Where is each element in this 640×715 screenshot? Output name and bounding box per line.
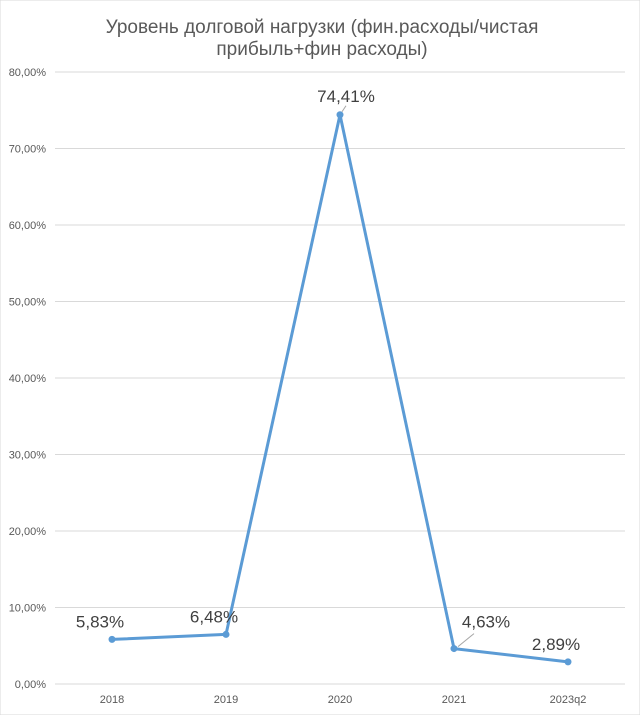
- y-axis-ticks: 0,00% 10,00% 20,00% 30,00% 40,00% 50,00% 60,00…: [9, 67, 47, 691]
- x-axis-ticks: 2018 2019 2020 2021 2023q2: [100, 694, 587, 706]
- y-tick-label: 50,00%: [9, 297, 47, 309]
- x-tick-label: 2023q2: [550, 694, 587, 706]
- series-layer: [108, 111, 572, 666]
- gridlines: [55, 71, 625, 685]
- data-point: [564, 658, 572, 666]
- data-point: [108, 635, 116, 643]
- y-tick-label: 70,00%: [9, 144, 47, 156]
- data-label-leader: [341, 105, 347, 113]
- data-label: 2,89%: [532, 635, 580, 654]
- y-tick-label: 40,00%: [9, 373, 47, 385]
- x-tick-label: 2021: [442, 694, 466, 706]
- data-label: 6,48%: [190, 607, 238, 626]
- chart-title-line-1: Уровень долговой нагрузки (фин.расходы/ч…: [106, 17, 539, 38]
- y-tick-label: 30,00%: [9, 450, 47, 462]
- data-label: 4,63%: [462, 613, 510, 632]
- x-tick-label: 2018: [100, 694, 124, 706]
- data-point: [450, 645, 458, 653]
- data-point: [336, 111, 344, 119]
- x-tick-label: 2019: [214, 694, 238, 706]
- data-label: 74,41%: [317, 87, 375, 106]
- x-tick-label: 2020: [328, 694, 352, 706]
- data-point: [222, 630, 230, 638]
- chart-title-line-2: прибыль+фин расходы): [216, 39, 427, 60]
- y-tick-label: 20,00%: [9, 526, 47, 538]
- data-labels: 5,83% 6,48% 74,41% 4,63% 2,89%: [76, 87, 580, 654]
- y-tick-label: 60,00%: [9, 220, 47, 232]
- y-tick-label: 80,00%: [9, 67, 47, 79]
- data-label-leader: [457, 633, 475, 647]
- y-tick-label: 10,00%: [9, 603, 47, 615]
- y-tick-label: 0,00%: [15, 679, 46, 691]
- data-label: 5,83%: [76, 612, 124, 631]
